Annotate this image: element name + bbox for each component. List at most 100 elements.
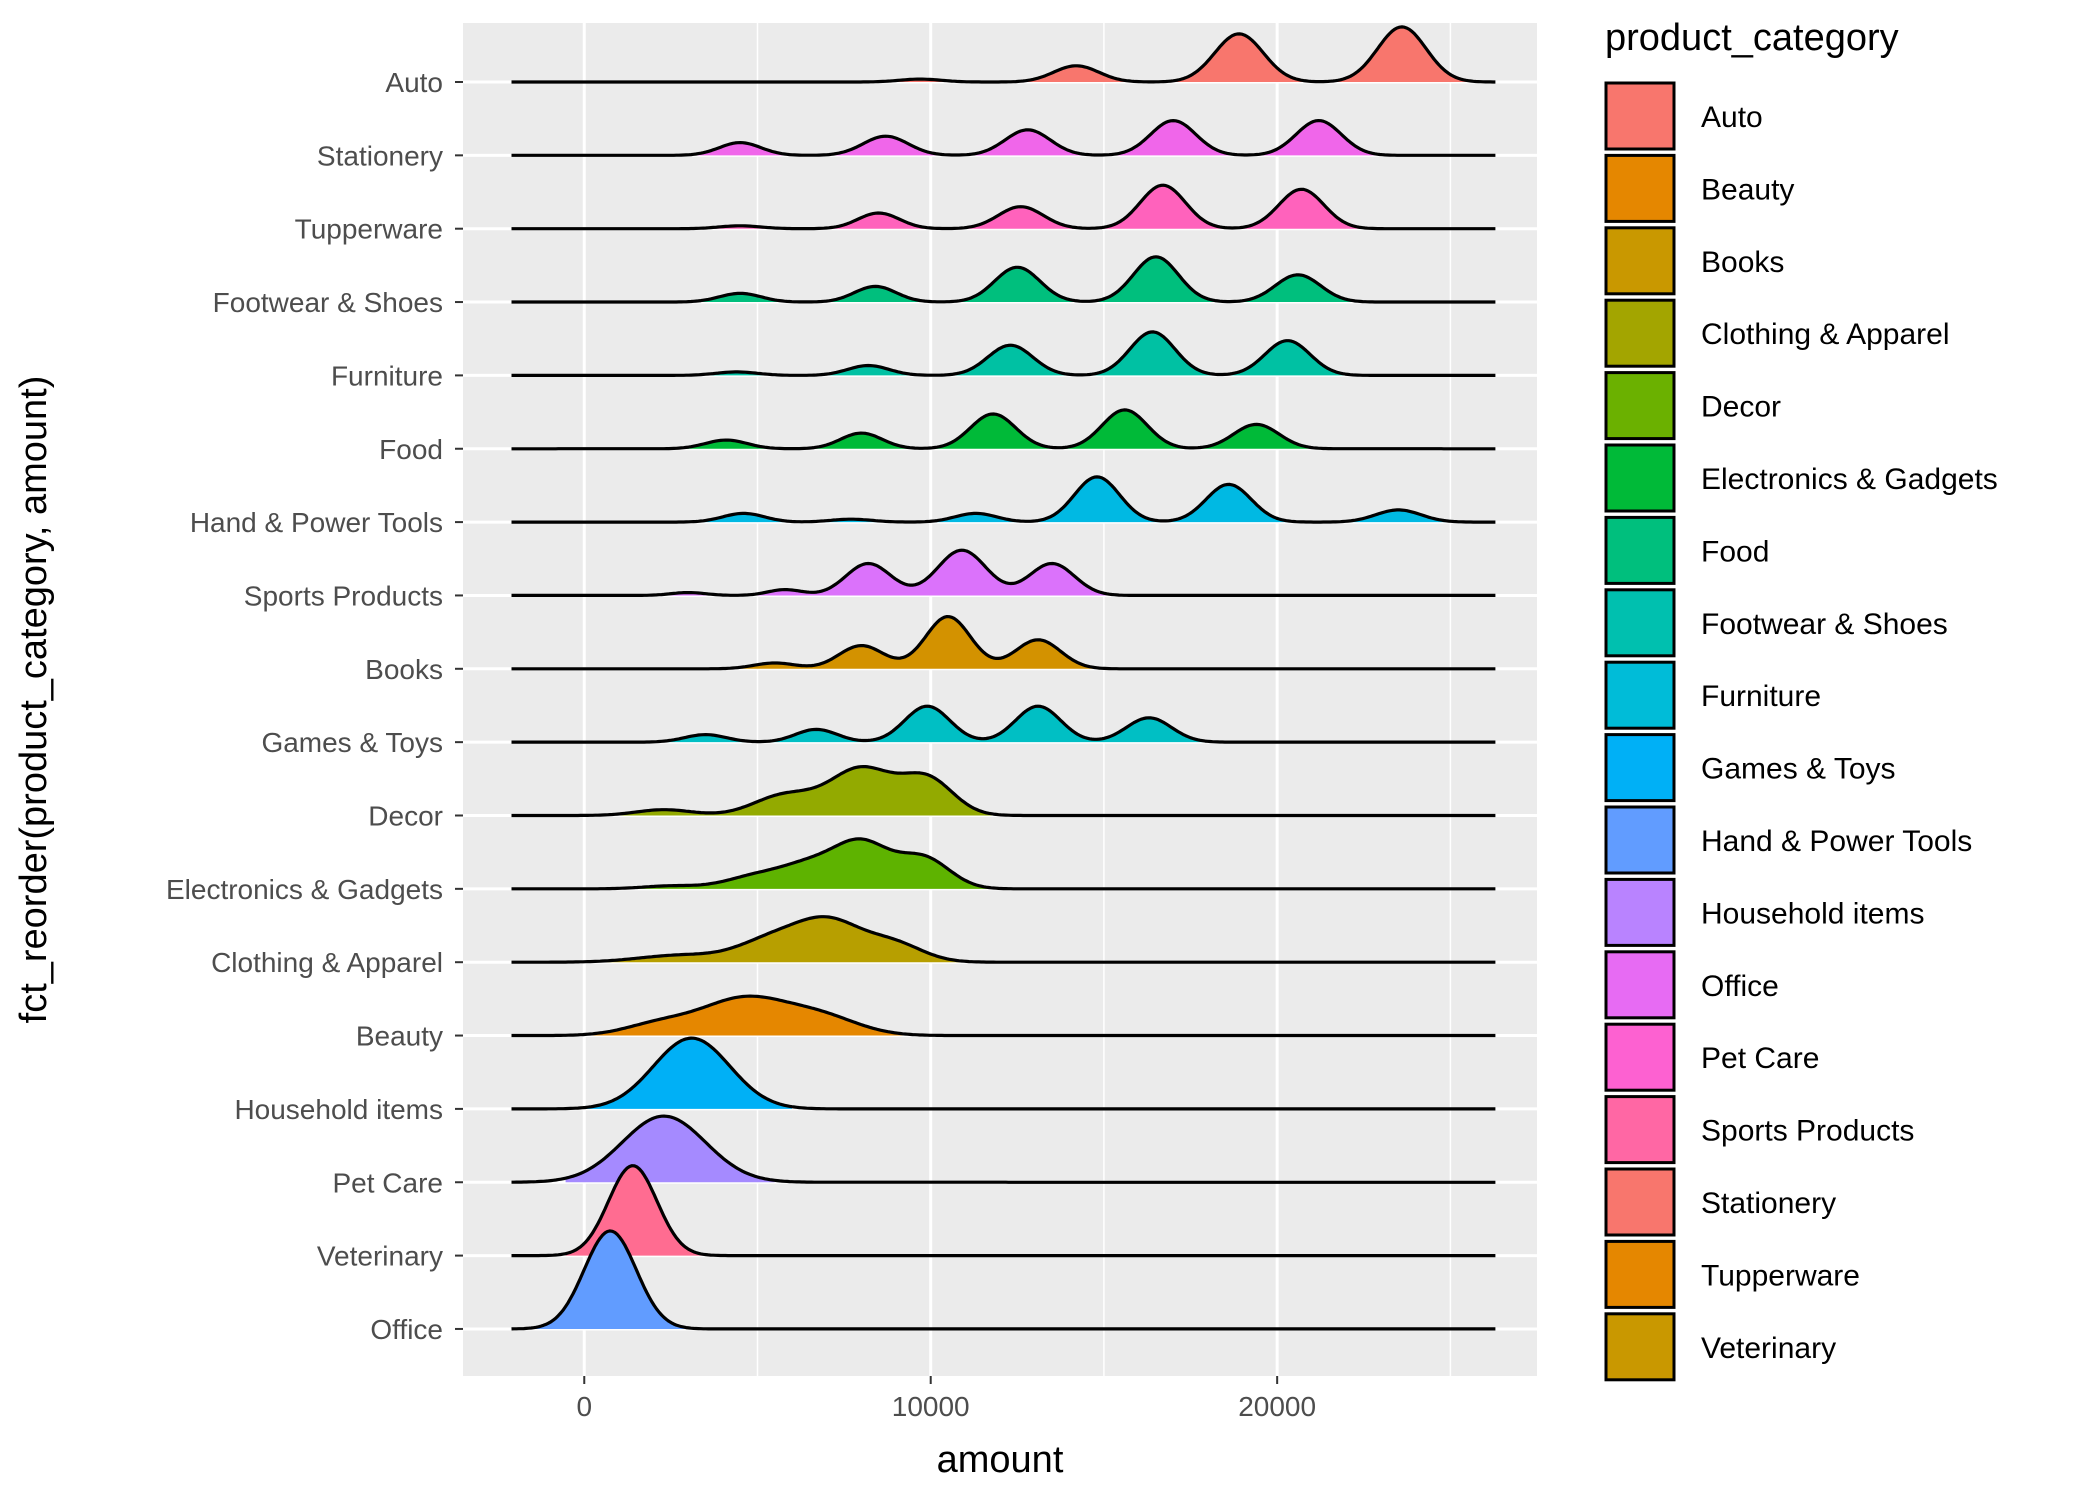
ridge-fill: [565, 1116, 775, 1183]
x-tick-label: 10000: [892, 1391, 970, 1422]
x-tick-label: 0: [576, 1391, 592, 1422]
ridge-line: [511, 1114, 1496, 1184]
ridge-line: [511, 994, 1496, 1038]
ridge-books: [511, 615, 1496, 671]
legend-label: Decor: [1701, 391, 1781, 424]
ridge-footwear-shoes: [511, 255, 1496, 304]
legend-item: Hand & Power Tools: [1604, 805, 1972, 875]
legend-item: Clothing & Apparel: [1604, 298, 1950, 368]
ridge-stationery: [511, 119, 1496, 157]
legend-item: Tupperware: [1604, 1239, 1860, 1309]
legend-item: Stationery: [1604, 1167, 1836, 1237]
ridge-games-toys: [511, 704, 1496, 744]
y-tick-label: Hand & Power Tools: [190, 507, 443, 538]
legend-key: [1604, 1167, 1676, 1237]
ridge-line: [511, 837, 1496, 891]
legend-key: [1604, 1022, 1676, 1092]
y-tick-label: Veterinary: [317, 1241, 443, 1272]
legend-key: [1604, 81, 1676, 151]
ridges: [511, 25, 1496, 1331]
y-axis: Auto Stationery Tupperware Footwear & Shoes…: [166, 67, 463, 1345]
y-tick-label: Books: [365, 654, 443, 685]
ridge-fill: [585, 1038, 792, 1109]
legend-key: [1604, 1312, 1676, 1382]
y-tick-label: Footwear & Shoes: [213, 287, 443, 318]
y-tick-label: Electronics & Gadgets: [166, 874, 443, 905]
x-axis-title: amount: [937, 1439, 1064, 1481]
legend-item: Decor: [1604, 371, 1781, 441]
legend-item: Office: [1604, 950, 1779, 1020]
legend-key: [1604, 371, 1676, 441]
legend-label: Sports Products: [1701, 1115, 1914, 1148]
ridge-line: [511, 704, 1496, 744]
y-tick-label: Office: [370, 1314, 443, 1345]
ridge-line: [511, 915, 1496, 964]
ridge-food: [511, 408, 1496, 451]
legend-key: [1604, 733, 1676, 803]
legend-label: Tupperware: [1701, 1259, 1860, 1292]
ridge-beauty: [511, 994, 1496, 1038]
ridge-pet-care: [511, 1114, 1496, 1184]
ridge-line: [511, 615, 1496, 671]
y-axis-title: fct_reorder(product_category, amount): [13, 376, 55, 1024]
ridge-fill: [585, 996, 913, 1036]
legend-key: [1604, 226, 1676, 296]
legend-label: Hand & Power Tools: [1701, 825, 1972, 858]
ridge-fill: [688, 616, 1137, 669]
y-tick-label: Auto: [385, 67, 443, 98]
legend-key: [1604, 443, 1676, 513]
ridge-fill: [585, 916, 965, 963]
ridge-line: [511, 1164, 1496, 1258]
ridge-decor: [511, 765, 1496, 818]
ridge-line: [511, 548, 1496, 597]
x-tick-label: 20000: [1238, 1391, 1316, 1422]
ridge-line: [511, 1229, 1496, 1331]
legend-item: Veterinary: [1604, 1312, 1836, 1382]
ridge-line: [511, 475, 1496, 524]
ridge-fill: [654, 256, 1407, 303]
legend-item: Footwear & Shoes: [1604, 588, 1948, 658]
legend-item: Beauty: [1604, 153, 1794, 223]
legend-item: Games & Toys: [1604, 733, 1896, 803]
ridge-line: [511, 183, 1496, 231]
legend-item: Furniture: [1604, 660, 1821, 730]
legend-label: Beauty: [1701, 173, 1794, 206]
legend-item: Sports Products: [1604, 1095, 1914, 1165]
legend-key: [1604, 298, 1676, 368]
legend-key: [1604, 660, 1676, 730]
legend-key: [1604, 153, 1676, 223]
ridge-fill: [654, 185, 1407, 229]
ridge-furniture: [511, 330, 1496, 377]
ridge-fill: [745, 26, 1496, 82]
ridge-fill: [602, 838, 1016, 889]
legend-label: Furniture: [1701, 680, 1821, 713]
legend-label: Electronics & Gadgets: [1701, 463, 1998, 496]
y-tick-label: Stationery: [317, 140, 443, 171]
y-tick-label: Food: [379, 434, 443, 465]
legend-item: Electronics & Gadgets: [1604, 443, 1998, 513]
legend-label: Games & Toys: [1701, 753, 1896, 786]
legend-label: Office: [1701, 970, 1779, 1003]
legend-key: [1604, 877, 1676, 947]
legend-label: Veterinary: [1701, 1332, 1836, 1365]
ridge-line: [511, 119, 1496, 157]
ridge-fill: [533, 1230, 704, 1329]
legend: Auto Beauty Books Clothing & Apparel Decor El…: [1604, 81, 1998, 1382]
legend-title: product_category: [1605, 17, 1899, 59]
ridge-line: [511, 255, 1496, 304]
ridge-auto: [511, 25, 1496, 84]
legend-item: Household items: [1604, 877, 1924, 947]
y-tick-label: Decor: [368, 801, 443, 832]
y-tick-label: Pet Care: [333, 1167, 444, 1198]
y-tick-label: Sports Products: [244, 580, 443, 611]
ridge-office: [511, 1229, 1496, 1331]
legend-key: [1604, 588, 1676, 658]
ridge-line: [511, 765, 1496, 818]
ridge-line: [511, 330, 1496, 377]
ridge-fill: [602, 766, 1016, 816]
legend-label: Stationery: [1701, 1187, 1836, 1220]
legend-label: Clothing & Apparel: [1701, 318, 1950, 351]
y-tick-label: Clothing & Apparel: [211, 947, 443, 978]
legend-label: Food: [1701, 535, 1769, 568]
